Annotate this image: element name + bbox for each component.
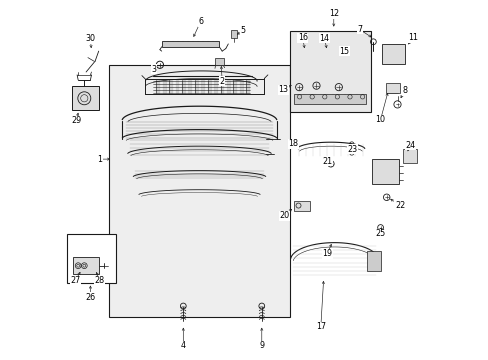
Text: 18: 18 xyxy=(287,139,298,148)
Bar xyxy=(402,149,416,163)
Text: 7: 7 xyxy=(356,25,362,34)
Bar xyxy=(162,41,219,47)
Text: 21: 21 xyxy=(322,157,332,166)
Bar xyxy=(73,257,99,274)
Text: 9: 9 xyxy=(259,341,264,350)
Text: 2: 2 xyxy=(219,77,224,85)
Text: 30: 30 xyxy=(85,34,95,43)
Bar xyxy=(294,201,310,211)
Text: 1: 1 xyxy=(97,154,102,163)
Text: 15: 15 xyxy=(339,46,349,55)
Text: 13: 13 xyxy=(278,85,288,94)
Text: 27: 27 xyxy=(70,276,80,285)
Text: 14: 14 xyxy=(319,33,329,42)
Text: 23: 23 xyxy=(347,145,357,154)
Text: 5: 5 xyxy=(241,26,245,35)
Bar xyxy=(109,65,289,317)
Bar xyxy=(385,83,399,93)
Text: 26: 26 xyxy=(85,292,95,302)
Text: 25: 25 xyxy=(375,230,385,239)
Text: 6: 6 xyxy=(198,17,203,26)
Text: 20: 20 xyxy=(279,211,288,220)
Bar xyxy=(294,94,366,104)
Text: 29: 29 xyxy=(71,116,81,125)
Text: 11: 11 xyxy=(407,33,417,42)
Text: 3: 3 xyxy=(151,65,156,74)
Bar xyxy=(366,251,381,271)
Text: 24: 24 xyxy=(404,141,414,150)
Text: 10: 10 xyxy=(375,115,385,124)
Text: 16: 16 xyxy=(297,33,307,42)
Text: 8: 8 xyxy=(401,86,407,95)
Bar xyxy=(215,58,224,65)
Bar xyxy=(371,159,399,184)
Bar xyxy=(67,234,116,283)
Text: 22: 22 xyxy=(394,201,405,210)
Bar xyxy=(72,86,99,110)
Bar xyxy=(381,44,405,64)
Text: 28: 28 xyxy=(95,276,104,285)
Text: 12: 12 xyxy=(328,9,338,18)
Text: 4: 4 xyxy=(181,341,185,350)
Text: 17: 17 xyxy=(315,323,325,331)
Bar xyxy=(289,31,370,112)
Bar xyxy=(230,30,237,38)
Text: 19: 19 xyxy=(322,249,332,258)
